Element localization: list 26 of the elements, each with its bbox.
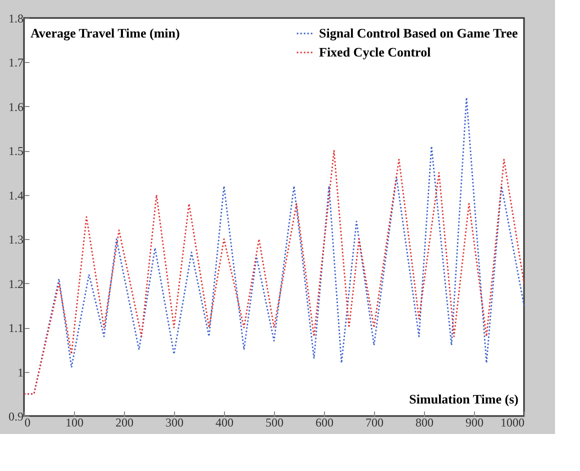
y-tick-label: 1.1 — [8, 321, 24, 336]
legend-label: Fixed Cycle Control — [319, 44, 432, 60]
x-tick-label: 800 — [416, 416, 434, 430]
x-axis-title: Simulation Time (s) — [409, 392, 518, 406]
line-series — [23, 150, 525, 395]
y-tick-label: 1.6 — [8, 100, 24, 114]
x-tick-label: 300 — [166, 416, 184, 430]
legend-label: Signal Control Based on Game Tree — [319, 26, 518, 40]
y-tick-label: 1.4 — [8, 188, 24, 202]
y-tick-label: 0.9 — [8, 410, 24, 424]
x-tick-label: 700 — [366, 416, 384, 430]
x-tick-label: 500 — [266, 416, 284, 430]
x-tick-label: 200 — [116, 416, 134, 430]
y-tick-label: 1.2 — [8, 276, 24, 291]
y-tick-label: 1.7 — [8, 56, 24, 70]
x-tick-label: 0 — [24, 416, 30, 430]
x-tick-label: 100 — [66, 416, 84, 430]
y-tick-label: 1.3 — [8, 232, 24, 247]
x-tick-label: 400 — [216, 416, 234, 430]
x-tick-label: 900 — [466, 416, 484, 430]
y-tick-label: 1.5 — [8, 144, 24, 158]
y-axis-title: Average Travel Time (min) — [30, 26, 180, 40]
y-tick-label: 1.8 — [8, 12, 24, 26]
x-tick-label: 1000 — [500, 416, 524, 430]
y-tick-label: 1 — [18, 365, 24, 380]
x-tick-label: 600 — [316, 416, 334, 430]
